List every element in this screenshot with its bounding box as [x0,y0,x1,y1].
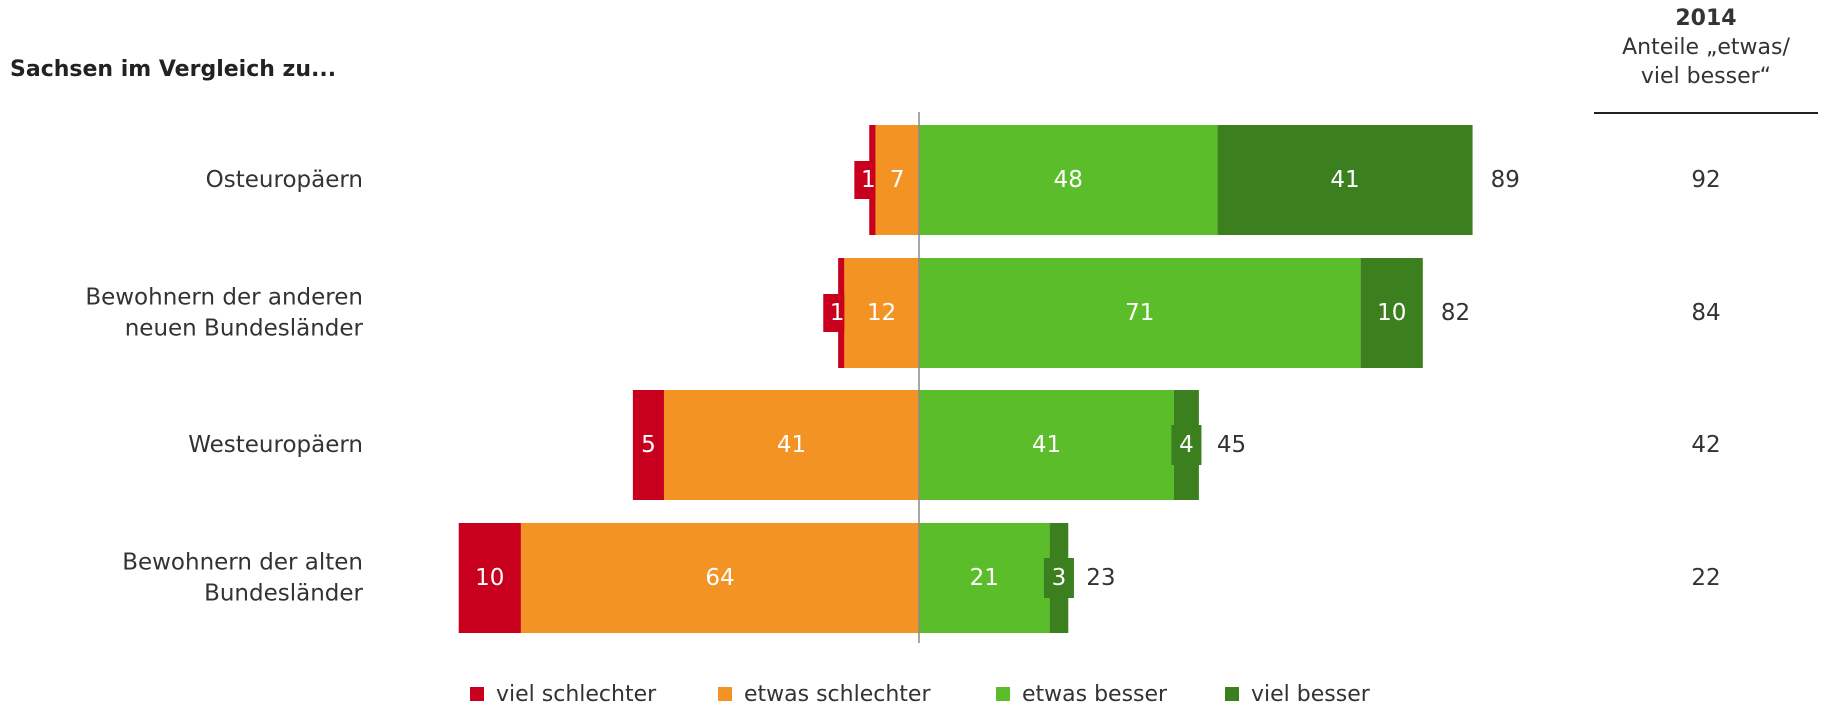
value-label-etwas-schlechter-1: 12 [867,300,896,326]
value-label-viel-besser-2: 4 [1179,432,1194,458]
legend-swatch-viel-schlechter [470,687,484,701]
value-label-etwas-besser-3: 21 [970,565,999,591]
value-label-etwas-schlechter-3: 64 [705,565,734,591]
category-label-2-0: Westeuropäern [188,432,363,458]
category-label-1-1: neuen Bundesländer [125,316,364,342]
comparison-column-header: 2014 Anteile „etwas/ viel besser“ [1588,4,1824,91]
category-label-1-0: Bewohnern der anderen [85,285,363,311]
bar-etwas-schlechter-0 [875,125,919,235]
comparison-2014-value-2: 42 [1691,432,1720,458]
value-label-bg-viel-besser-2 [1171,425,1202,465]
value-label-viel-schlechter-2: 5 [641,432,656,458]
comparison-2014-value-1: 84 [1691,300,1720,326]
value-label-viel-besser-0: 41 [1330,167,1359,193]
value-label-viel-besser-1: 10 [1377,300,1406,326]
legend-item-viel-besser: viel besser [1225,680,1370,708]
comparison-label-line1: Anteile „etwas/ [1622,35,1790,60]
total-positive-label-3: 23 [1086,565,1115,591]
bar-etwas-besser-3 [919,523,1050,633]
chart-title: Sachsen im Vergleich zu... [10,57,337,82]
legend: viel schlechter etwas schlechter etwas b… [0,680,1829,708]
comparison-2014-value-3: 22 [1691,565,1720,591]
value-label-etwas-besser-2: 41 [1032,432,1061,458]
bar-etwas-schlechter-2 [663,390,919,500]
legend-item-etwas-schlechter: etwas schlechter [718,680,930,708]
legend-item-etwas-besser: etwas besser [996,680,1167,708]
value-label-viel-schlechter-3: 10 [475,565,504,591]
category-label-3-1: Bundesländer [204,581,363,607]
bar-etwas-schlechter-1 [844,258,919,368]
comparison-label-line2: viel besser“ [1640,64,1772,89]
total-positive-label-0: 89 [1491,167,1520,193]
category-label-3-0: Bewohnern der alten [122,550,363,576]
legend-swatch-etwas-besser [996,687,1010,701]
total-positive-label-1: 82 [1441,300,1470,326]
total-positive-label-2: 45 [1217,432,1246,458]
legend-swatch-etwas-schlechter [718,687,732,701]
bar-viel-schlechter-3 [458,523,521,633]
comparison-year: 2014 [1675,6,1737,31]
value-label-etwas-besser-1: 71 [1125,300,1154,326]
bar-etwas-besser-2 [919,390,1175,500]
bar-viel-schlechter-2 [632,390,664,500]
category-label-0-0: Osteuropäern [206,167,363,193]
legend-label-viel-besser: viel besser [1251,681,1370,707]
value-label-viel-schlechter-1: 1 [830,300,845,326]
legend-swatch-viel-besser [1225,687,1239,701]
comparison-column-rule [1594,112,1818,114]
legend-label-etwas-besser: etwas besser [1022,681,1168,707]
value-label-viel-besser-3: 3 [1052,565,1067,591]
legend-label-etwas-schlechter: etwas schlechter [744,681,931,707]
value-label-etwas-schlechter-2: 41 [777,432,806,458]
legend-item-viel-schlechter: viel schlechter [470,680,656,708]
value-label-viel-schlechter-0: 1 [861,167,876,193]
bar-viel-besser-1 [1360,258,1423,368]
bar-etwas-schlechter-3 [520,523,919,633]
bar-viel-besser-0 [1217,125,1473,235]
comparison-2014-value-0: 92 [1691,167,1720,193]
value-label-etwas-schlechter-0: 7 [890,167,905,193]
value-label-etwas-besser-0: 48 [1054,167,1083,193]
legend-label-viel-schlechter: viel schlechter [496,681,657,707]
bar-etwas-besser-0 [919,125,1218,235]
bar-etwas-besser-1 [919,258,1361,368]
value-label-bg-viel-besser-3 [1043,558,1074,598]
